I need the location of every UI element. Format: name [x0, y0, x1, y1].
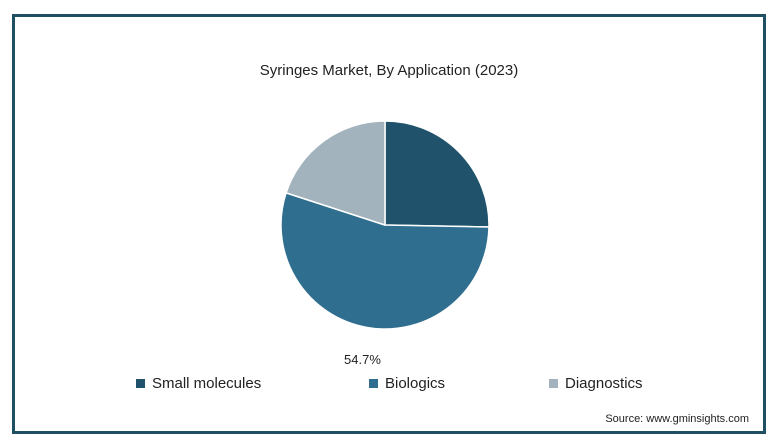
pie-chart: 54.7% [280, 120, 490, 367]
chart-frame: Syringes Market, By Application (2023) 5… [12, 14, 766, 434]
legend-label-diagnostics: Diagnostics [565, 375, 643, 392]
legend-item-biologics: Biologics [369, 375, 445, 392]
pie-slice-biologics [280, 191, 490, 330]
source-note: Source: www.gminsights.com [605, 413, 749, 425]
legend-item-small-molecules: Small molecules [136, 375, 261, 392]
legend-swatch-diagnostics [549, 379, 558, 388]
legend-item-diagnostics: Diagnostics [549, 375, 643, 392]
pie-slice-diagnostics [285, 120, 386, 227]
legend-swatch-biologics [369, 379, 378, 388]
legend-label-small-molecules: Small molecules [152, 375, 262, 392]
legend-label-biologics: Biologics [385, 375, 446, 392]
legend-swatch-small-molecules [136, 379, 145, 388]
data-label-biologics: 54.7% [344, 352, 381, 367]
chart-title: Syringes Market, By Application (2023) [259, 62, 519, 79]
chart-legend: Small molecules Biologics Diagnostics [15, 375, 763, 397]
pie-slice-small-molecules [384, 120, 490, 228]
